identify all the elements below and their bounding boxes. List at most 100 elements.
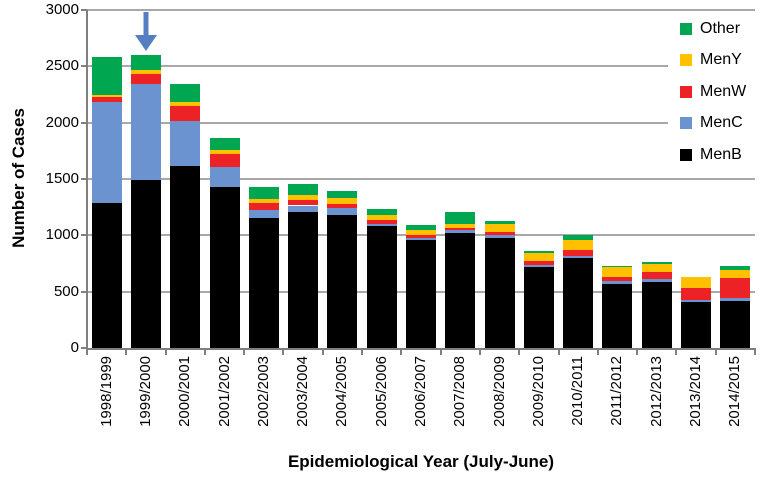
legend-item-other: Other <box>668 13 758 45</box>
y-tick-label: 0 <box>70 339 79 356</box>
bar-segment-meny <box>602 267 633 278</box>
y-axis-line <box>86 10 88 350</box>
bar-segment-other <box>91 57 122 95</box>
bar-segment-menb <box>523 267 554 348</box>
bar-segment-other <box>209 137 240 150</box>
y-tick-label: 1500 <box>45 170 79 187</box>
bar-segment-menb <box>720 300 751 348</box>
x-tick <box>361 350 364 355</box>
bar-segment-menc <box>327 208 358 216</box>
gridline-2500 <box>87 65 755 68</box>
bar-segment-menw <box>484 231 515 236</box>
bar-segment-other <box>130 54 161 70</box>
bar-segment-menb <box>130 179 161 348</box>
x-tick-label: 1999/2000 <box>136 356 154 427</box>
bar-segment-meny <box>406 229 436 235</box>
stacked-bar-2004-2005 <box>327 10 358 348</box>
legend-item-menw: MenW <box>668 76 758 108</box>
bar-segment-other <box>602 265 633 268</box>
bar-segment-meny <box>130 69 161 75</box>
bar-segment-menw <box>720 277 751 298</box>
y-tick <box>81 178 87 180</box>
gridline-2000 <box>87 121 755 124</box>
bar-segment-menw <box>209 154 240 167</box>
x-tick-label: 2013/2014 <box>687 356 705 427</box>
bar-segment-menb <box>366 226 397 348</box>
stacked-bar-2013-2014 <box>681 10 712 348</box>
down-arrow-annotation-icon <box>134 12 157 51</box>
x-tick <box>203 350 206 355</box>
y-tick-label: 2500 <box>45 57 79 75</box>
x-tick-label: 2002/2003 <box>254 356 272 427</box>
x-tick <box>518 350 521 355</box>
bar-segment-meny <box>91 94 122 98</box>
legend: Other MenY MenW MenC MenB <box>668 13 758 171</box>
x-tick-label: 2014/2015 <box>726 356 744 427</box>
legend-label-other: Other <box>700 19 741 37</box>
y-tick-label: 2000 <box>45 113 79 131</box>
x-tick-label: 2008/2009 <box>490 356 508 427</box>
x-tick <box>321 350 324 355</box>
stacked-bar-2008-2009 <box>484 10 515 348</box>
bar-segment-menc <box>720 297 751 301</box>
x-tick <box>478 350 481 355</box>
y-axis-title-wrap: Number of Cases <box>8 108 28 308</box>
bar-segment-other <box>641 261 672 265</box>
x-tick <box>243 350 246 355</box>
bar-segment-menc <box>288 205 319 213</box>
bar-segment-menb <box>484 237 515 348</box>
legend-swatch-menb-icon <box>680 148 692 161</box>
bar-segment-menb <box>602 284 633 348</box>
legend-label-menc: MenC <box>700 114 743 132</box>
bar-segment-meny <box>720 269 751 278</box>
bar-segment-menw <box>445 228 476 231</box>
bar-segment-menb <box>445 233 476 348</box>
x-tick <box>596 350 599 355</box>
y-tick <box>81 290 87 293</box>
bar-segment-menc <box>445 230 476 234</box>
y-tick-label: 500 <box>53 282 79 300</box>
y-tick-label: 1000 <box>45 226 79 244</box>
bar-segment-menw <box>170 105 201 121</box>
x-tick-label: 2012/2013 <box>647 356 665 427</box>
bar-segment-menb <box>248 218 279 348</box>
bar-segment-meny <box>484 224 515 232</box>
bar-segment-menb <box>170 166 201 348</box>
bar-segment-menw <box>366 219 397 224</box>
stacked-bar-2009-2010 <box>523 10 554 348</box>
stacked-bar-2011-2012 <box>602 10 633 348</box>
bar-segment-other <box>288 184 319 195</box>
x-tick-label: 2010/2011 <box>569 356 587 426</box>
bar-segment-meny <box>327 198 358 204</box>
bar-segment-menc <box>366 223 397 227</box>
legend-label-meny: MenY <box>700 51 742 69</box>
bar-segment-meny <box>563 239 594 250</box>
bar-segment-menb <box>406 240 436 348</box>
y-axis-title: Number of Cases <box>9 108 28 248</box>
bar-segment-other <box>445 212 476 224</box>
legend-item-meny: MenY <box>668 45 758 77</box>
bar-segment-menb <box>563 258 594 348</box>
y-tick <box>81 9 87 11</box>
x-tick-label: 2003/2004 <box>294 356 312 427</box>
stacked-bar-1999-2000 <box>130 10 161 348</box>
gridline-3000 <box>87 9 755 11</box>
legend-swatch-other-icon <box>680 22 692 35</box>
stacked-bar-2006-2007 <box>406 10 436 348</box>
y-tick-label: 3000 <box>45 1 79 18</box>
bar-segment-menc <box>170 120 201 167</box>
x-tick <box>282 350 285 355</box>
x-axis-title: Epidemiological Year (July-June) <box>287 452 555 471</box>
bar-segment-menb <box>641 281 672 348</box>
bar-segment-menw <box>130 74 161 85</box>
x-tick <box>86 350 88 355</box>
bar-segment-menw <box>602 277 633 281</box>
y-tick <box>81 121 87 124</box>
bar-segment-menb <box>288 212 319 348</box>
legend-swatch-meny-icon <box>680 54 692 67</box>
bar-segment-meny <box>445 223 476 229</box>
x-tick <box>675 350 678 355</box>
plot-area <box>87 9 755 348</box>
legend-item-menc: MenC <box>668 108 758 140</box>
